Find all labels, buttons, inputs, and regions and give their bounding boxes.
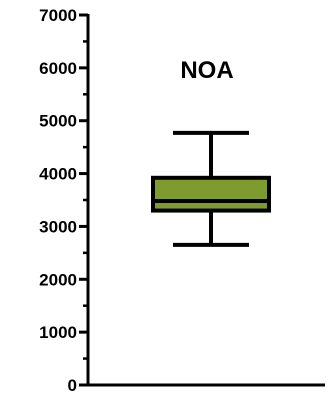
y-tick-label: 6000 [39, 59, 77, 78]
boxplot [151, 130, 271, 247]
y-tick-label: 4000 [39, 165, 77, 184]
y-tick-label: 1000 [39, 323, 77, 342]
y-tick-label: 0 [68, 376, 77, 395]
y-tick-label: 2000 [39, 270, 77, 289]
y-tick-label: 3000 [39, 217, 77, 236]
interquartile-box [151, 175, 271, 213]
y-tick-label: 5000 [39, 112, 77, 131]
chart-title: NOA [180, 57, 233, 84]
y-axis-tick-labels: 0 1000 2000 3000 4000 5000 6000 7000 [39, 6, 77, 395]
y-axis-ticks [79, 13, 88, 387]
y-tick-label: 7000 [39, 6, 77, 25]
